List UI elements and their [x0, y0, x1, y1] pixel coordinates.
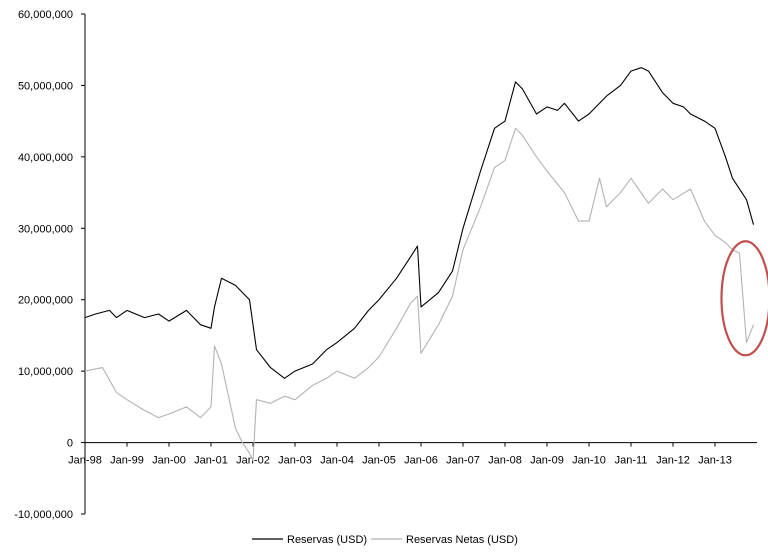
x-axis: Jan-98 Jan-99 Jan-00 Jan-01 Jan-02 Jan-03 Jan-…	[68, 442, 757, 467]
series-line-reservas	[84, 67, 755, 379]
y-tick-label: 0	[67, 438, 73, 450]
annotation	[720, 240, 768, 357]
x-tick-label: Jan-13	[698, 455, 732, 467]
series-line-reservas-netas	[84, 127, 755, 461]
y-tick-label: 50,000,000	[18, 80, 73, 92]
y-tick-label: 30,000,000	[18, 223, 73, 235]
y-tick-label: -10,000,000	[14, 509, 73, 521]
x-tick-label: Jan-99	[110, 455, 144, 467]
y-tick-label: 60,000,000	[18, 9, 73, 21]
x-tick-label: Jan-98	[68, 455, 102, 467]
x-tick-label: Jan-06	[404, 455, 438, 467]
series-lines	[84, 67, 755, 461]
x-tick-label: Jan-04	[320, 455, 354, 467]
y-tick-label: 10,000,000	[18, 366, 73, 378]
y-axis: 60,000,000 50,000,000 40,000,000 30,000,000…	[14, 9, 86, 521]
legend-label-reservas-netas: Reservas Netas (USD)	[406, 534, 518, 546]
x-tick-label: Jan-10	[572, 455, 606, 467]
legend: Reservas (USD) Reservas Netas (USD)	[252, 534, 518, 546]
x-tick-label: Jan-08	[488, 455, 522, 467]
y-tick-label: 40,000,000	[18, 152, 73, 164]
highlight-ellipse	[720, 240, 768, 357]
x-tick-label: Jan-12	[656, 455, 690, 467]
x-tick-label: Jan-09	[530, 455, 564, 467]
legend-label-reservas: Reservas (USD)	[287, 534, 367, 546]
x-tick-label: Jan-00	[152, 455, 186, 467]
x-tick-label: Jan-05	[362, 455, 396, 467]
y-tick-label: 20,000,000	[18, 295, 73, 307]
x-tick-label: Jan-03	[278, 455, 312, 467]
x-tick-label: Jan-07	[446, 455, 480, 467]
x-tick-label: Jan-11	[615, 455, 648, 467]
x-tick-label: Jan-01	[194, 455, 228, 467]
